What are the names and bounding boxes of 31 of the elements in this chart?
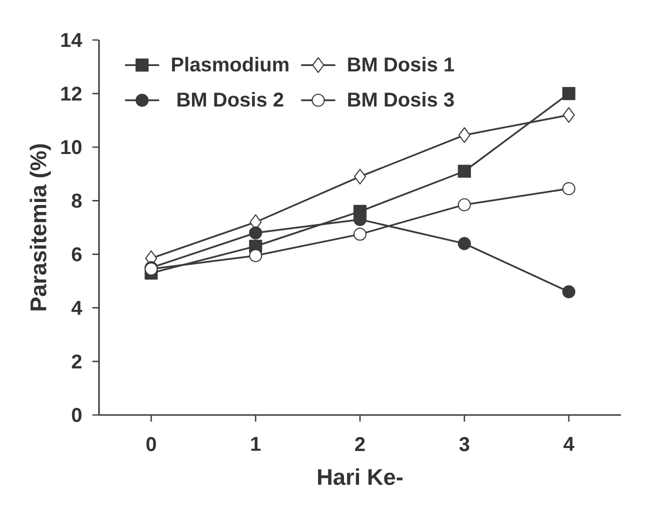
y-tick-label: 8 <box>72 194 82 208</box>
y-tick-label: 10 <box>61 140 82 154</box>
point <box>458 127 470 143</box>
x-axis-title: Hari Ke- <box>318 468 403 486</box>
x-tick-label: 2 <box>355 437 365 452</box>
point <box>458 198 471 212</box>
legend-label: Plasmodium <box>172 56 288 72</box>
legend-label: BM Dosis 2 <box>178 92 284 107</box>
point <box>562 285 576 298</box>
point <box>249 226 262 240</box>
y-tick-label: 12 <box>61 86 82 101</box>
point <box>562 87 576 100</box>
y-tick-label: 2 <box>72 354 82 368</box>
x-tick-label: 1 <box>251 437 261 451</box>
y-tick-label: 0 <box>72 408 82 422</box>
point <box>458 164 471 178</box>
y-axis-title: Parasitemia (%) <box>30 144 51 310</box>
point <box>354 168 366 184</box>
legend-label: BM Dosis 3 <box>348 92 454 107</box>
x-tick-label: 4 <box>564 437 574 451</box>
point <box>353 228 367 241</box>
y-tick-label: 4 <box>71 300 82 315</box>
point <box>249 249 262 262</box>
point <box>562 182 576 196</box>
x-tick-label: 3 <box>459 437 470 452</box>
point <box>458 237 471 250</box>
legend-label: BM Dosis 1 <box>348 56 454 72</box>
point <box>562 107 575 123</box>
y-tick-label: 14 <box>61 33 82 47</box>
x-tick-label: 0 <box>146 437 156 452</box>
y-tick-label: 6 <box>72 247 82 262</box>
